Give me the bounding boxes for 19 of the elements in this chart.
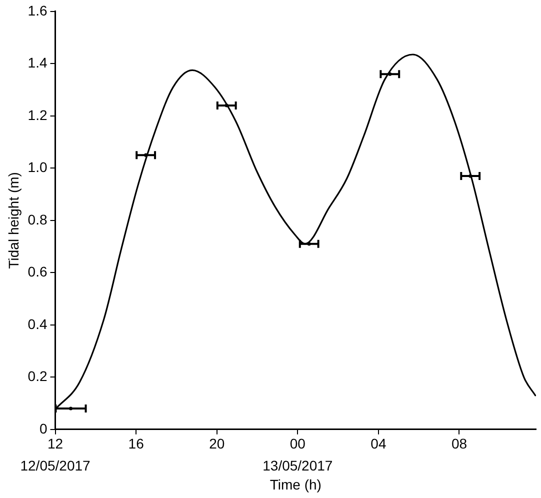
- y-tick-label: 0.4: [28, 316, 48, 332]
- x-tick-label: 00: [290, 436, 306, 452]
- y-tick-label: 0: [39, 420, 48, 436]
- text: 13/05/2017: [262, 457, 333, 474]
- x-tick-label: 16: [128, 436, 144, 452]
- text: 12/05/2017: [20, 457, 91, 474]
- y-tick-label: 0.2: [28, 368, 48, 384]
- x-tick-label: 04: [370, 436, 386, 452]
- y-tick-label: 1.4: [28, 54, 48, 71]
- x-tick-label: 08: [451, 436, 468, 452]
- y-tick-label: 0.6: [28, 264, 48, 280]
- y-axis-title: Tidal height (m): [5, 172, 22, 269]
- y-tick-label: 1.2: [28, 106, 48, 123]
- x-tick-label: 12: [47, 436, 64, 452]
- x-axis-title: Time (h): [270, 476, 322, 492]
- y-tick-label: 1.6: [28, 2, 48, 18]
- x-tick-label: 20: [209, 436, 225, 452]
- y-tick-label: 0.8: [28, 211, 48, 228]
- y-tick-label: 1.0: [28, 159, 48, 176]
